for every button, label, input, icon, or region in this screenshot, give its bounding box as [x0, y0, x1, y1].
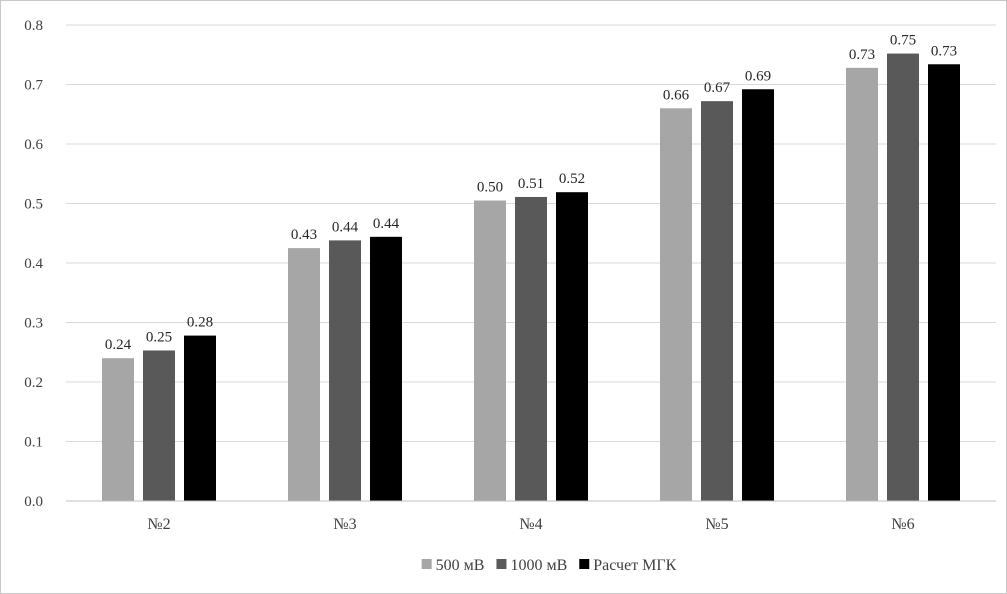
y-tick-label: 0.8: [24, 18, 43, 34]
x-axis-category-labels: №2 №3 №4 №5 №6: [147, 516, 914, 533]
y-tick-label: 0.1: [24, 435, 43, 451]
category-label: №2: [147, 516, 170, 533]
bar-2-4: [701, 101, 733, 501]
legend-item: 500 мВ: [421, 557, 485, 574]
legend-swatch: [496, 559, 507, 569]
category-label: №6: [891, 516, 914, 533]
data-label: 0.52: [559, 171, 585, 187]
data-labels: 0.24 0.25 0.28 0.43 0.44 0.44 0.50 0.51 0.52 0.66…: [105, 33, 957, 354]
legend-item: Расчет МГК: [579, 557, 677, 574]
data-label: 0.25: [146, 329, 172, 345]
bar-3-1: [184, 335, 216, 501]
bar-2-2: [329, 240, 361, 501]
bar-2-5: [887, 53, 919, 502]
category-label: №3: [333, 516, 356, 533]
y-tick-label: 0.3: [24, 316, 43, 332]
data-label: 0.44: [373, 216, 400, 232]
legend-label: Расчет МГК: [593, 557, 676, 574]
bar-3-2: [370, 236, 402, 501]
category-label: №4: [519, 516, 542, 533]
y-tick-label: 0.4: [24, 256, 43, 272]
bar-3-3: [556, 192, 588, 501]
data-label: 0.73: [931, 43, 957, 59]
data-label: 0.75: [890, 33, 916, 49]
y-tick-label: 0.2: [24, 375, 43, 391]
y-tick-label: 0.5: [24, 197, 43, 213]
y-tick-label: 0.0: [24, 494, 43, 510]
data-label: 0.44: [332, 219, 359, 235]
legend: 500 мВ 1000 мВ Расчет МГК: [421, 557, 677, 574]
data-label: 0.67: [704, 80, 731, 96]
legend-swatch: [579, 559, 590, 569]
legend-item: 1000 мВ: [496, 557, 567, 574]
bar-1-4: [660, 108, 692, 502]
data-label: 0.24: [105, 337, 132, 353]
y-axis-tick-labels: 0.0 0.1 0.2 0.3 0.4 0.5 0.6 0.7 0.8: [24, 18, 43, 510]
bar-2-3: [515, 196, 547, 501]
bar-1-1: [102, 358, 134, 501]
y-tick-label: 0.6: [24, 137, 43, 153]
bars: [102, 53, 960, 502]
y-tick-label: 0.7: [24, 78, 43, 94]
data-label: 0.43: [291, 227, 317, 243]
data-label: 0.50: [477, 180, 503, 196]
bar-2-1: [143, 350, 175, 501]
bar-3-4: [742, 89, 774, 501]
bar-1-5: [846, 67, 878, 501]
bar-3-5: [928, 64, 960, 501]
data-label: 0.66: [663, 87, 690, 103]
bar-1-2: [288, 248, 320, 501]
data-label: 0.28: [187, 315, 213, 331]
legend-label: 500 мВ: [436, 557, 485, 574]
legend-swatch: [421, 559, 432, 569]
bar-1-3: [474, 200, 506, 501]
data-label: 0.51: [518, 176, 544, 192]
data-label: 0.73: [849, 47, 875, 63]
category-label: №5: [705, 516, 728, 533]
data-label: 0.69: [745, 68, 771, 84]
legend-label: 1000 мВ: [510, 557, 567, 574]
